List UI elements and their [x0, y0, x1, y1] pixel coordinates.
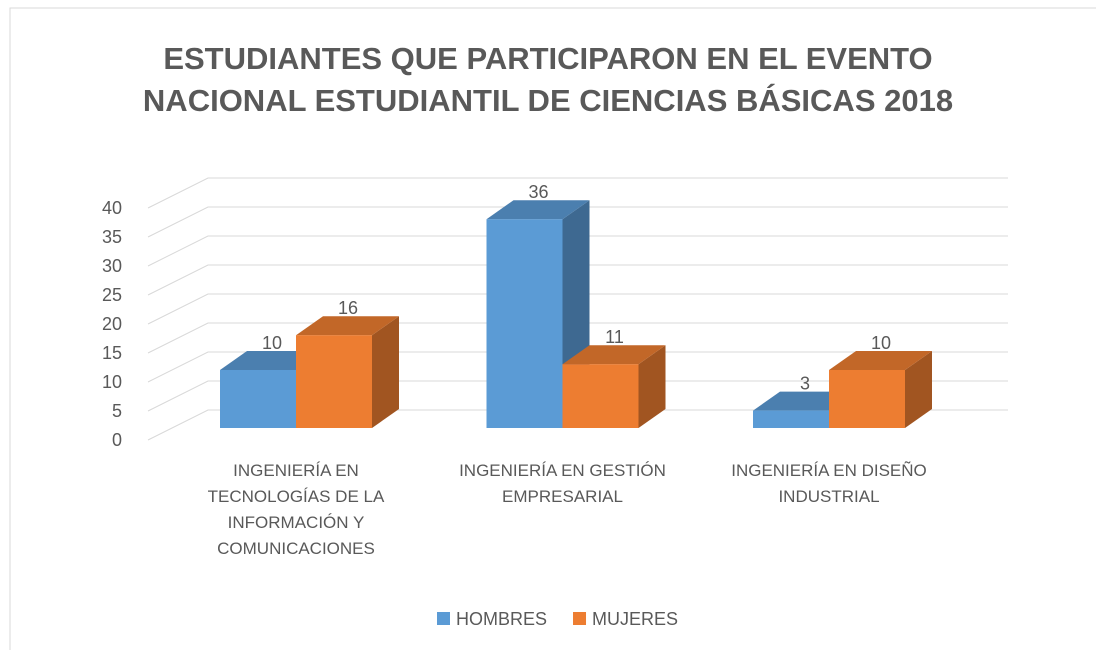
- data-label: 11: [605, 327, 624, 347]
- legend-label: MUJERES: [592, 609, 678, 629]
- data-label: 3: [800, 373, 810, 393]
- data-label: 36: [528, 182, 548, 202]
- y-tick-label: 40: [102, 198, 122, 218]
- y-tick-label: 15: [102, 343, 122, 363]
- bar-side: [638, 345, 666, 428]
- y-tick-label: 25: [102, 285, 122, 305]
- grid-line: [147, 351, 1008, 383]
- bar: [220, 370, 296, 428]
- chart-border: [9, 7, 1096, 650]
- grid-line: [147, 409, 1008, 441]
- grid-line: [147, 177, 1008, 209]
- grid-line: [147, 206, 1008, 238]
- x-tick-label: INGENIERÍA EN GESTIÓN EMPRESARIAL: [459, 461, 666, 506]
- grid-line: [147, 322, 1008, 354]
- bar-top: [562, 345, 666, 365]
- bar: [486, 219, 563, 428]
- grid-line: [147, 235, 1008, 267]
- legend-swatch: [437, 612, 450, 625]
- y-tick-label: 35: [102, 227, 122, 247]
- y-tick-label: 20: [102, 314, 122, 334]
- grid-line: [147, 380, 1008, 412]
- bar: [562, 364, 639, 428]
- data-label: 16: [338, 298, 358, 318]
- bar-top: [486, 200, 590, 220]
- x-tick-label: INGENIERÍA EN TECNOLOGÍAS DE LA INFORMAC…: [207, 461, 385, 558]
- legend-label: HOMBRES: [456, 609, 547, 629]
- bar-top: [829, 351, 932, 370]
- bar-side: [372, 316, 399, 428]
- bar-side: [905, 351, 932, 428]
- grid-line: [147, 264, 1008, 296]
- y-tick-label: 10: [102, 372, 122, 392]
- bar: [296, 335, 372, 428]
- data-label: 10: [262, 333, 282, 353]
- y-tick-label: 0: [112, 430, 122, 450]
- grid-line: [147, 293, 1008, 325]
- bar: [829, 370, 905, 428]
- y-tick-label: 5: [112, 401, 122, 421]
- chart-title: ESTUDIANTES QUE PARTICIPARON EN EL EVENT…: [142, 41, 954, 118]
- legend-swatch: [573, 612, 587, 625]
- bar-top: [296, 316, 399, 336]
- data-label: 10: [871, 333, 891, 353]
- y-tick-label: 30: [102, 256, 122, 276]
- x-tick-label: INGENIERÍA EN DISEÑO INDUSTRIAL: [731, 461, 927, 506]
- bar: [753, 410, 829, 428]
